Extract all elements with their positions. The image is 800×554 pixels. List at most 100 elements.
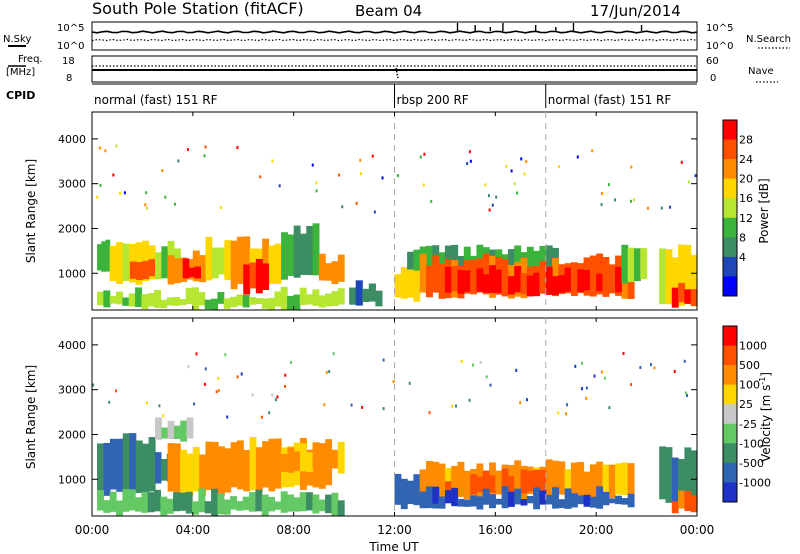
heatmap-cell bbox=[671, 501, 679, 514]
heatmap-cell bbox=[293, 225, 301, 278]
heatmap-cell bbox=[173, 443, 181, 494]
heatmap-speckle bbox=[187, 365, 190, 369]
heatmap-cell bbox=[589, 464, 597, 499]
heatmap-cell bbox=[564, 469, 572, 498]
heatmap-speckle bbox=[581, 361, 584, 365]
heatmap-cell bbox=[514, 265, 522, 293]
colorbar-swatch bbox=[723, 482, 737, 503]
heatmap-cell bbox=[507, 276, 515, 295]
heatmap-cell bbox=[160, 496, 168, 516]
heatmap-speckle bbox=[519, 401, 522, 405]
heatmap-cell bbox=[217, 493, 225, 515]
heatmap-cell bbox=[539, 469, 547, 492]
heatmap-cell bbox=[211, 441, 219, 492]
heatmap-cell bbox=[463, 246, 471, 269]
heatmap-speckle bbox=[684, 391, 687, 395]
heatmap-cell bbox=[155, 417, 162, 440]
heatmap-cell bbox=[306, 492, 314, 511]
heatmap-speckle bbox=[505, 164, 508, 168]
heatmap-cell bbox=[444, 490, 452, 504]
heatmap-speckle bbox=[315, 181, 318, 185]
freq-scale-bottom: 8 bbox=[66, 73, 72, 84]
heatmap-cell bbox=[101, 241, 107, 272]
heatmap-cell bbox=[520, 469, 528, 494]
heatmap-speckle bbox=[268, 411, 271, 415]
heatmap-cell bbox=[261, 494, 269, 516]
heatmap-cell bbox=[690, 254, 698, 307]
heatmap-cell bbox=[249, 297, 257, 305]
heatmap-cell bbox=[476, 244, 484, 269]
heatmap-speckle bbox=[485, 375, 488, 379]
heatmap-cell bbox=[665, 249, 673, 305]
heatmap-speckle bbox=[381, 176, 384, 180]
heatmap-speckle bbox=[428, 411, 431, 415]
heatmap-cell bbox=[413, 249, 421, 271]
heatmap-cell bbox=[299, 287, 307, 305]
heatmap-cell bbox=[268, 438, 276, 492]
heatmap-speckle bbox=[217, 376, 220, 380]
heatmap-cell bbox=[205, 236, 213, 281]
heatmap-cell bbox=[520, 273, 528, 295]
colorbar-tick-label: -25 bbox=[739, 418, 757, 431]
heatmap-cell bbox=[167, 443, 175, 492]
heatmap-cell bbox=[394, 274, 402, 298]
heatmap-speckle bbox=[98, 146, 101, 150]
heatmap-cell bbox=[129, 433, 137, 492]
noise-scale-bottom-left: 10^0 bbox=[57, 41, 84, 52]
heatmap-cell bbox=[407, 494, 415, 505]
heatmap-cell bbox=[476, 476, 484, 493]
heatmap-cell bbox=[596, 461, 604, 494]
colorbar-swatch bbox=[723, 276, 737, 297]
colorbar-swatch bbox=[723, 178, 737, 199]
heatmap-cell bbox=[230, 496, 237, 510]
heatmap-cell bbox=[407, 251, 415, 270]
heatmap-cell bbox=[419, 469, 427, 498]
velocity-colorbar-label: Velocity [m s-1] bbox=[758, 372, 773, 462]
heatmap-cell bbox=[173, 492, 180, 512]
heatmap-cell bbox=[142, 443, 150, 494]
heatmap-cell bbox=[242, 496, 250, 511]
heatmap-cell bbox=[173, 296, 180, 306]
heatmap-cell bbox=[280, 491, 288, 513]
heatmap-cell bbox=[192, 446, 200, 492]
heatmap-cell bbox=[243, 264, 251, 295]
heatmap-cell bbox=[564, 267, 572, 292]
heatmap-cell bbox=[678, 244, 685, 306]
heatmap-speckle bbox=[96, 195, 99, 199]
heatmap-cell bbox=[325, 494, 333, 514]
heatmap-cell bbox=[287, 295, 295, 310]
heatmap-cell bbox=[116, 438, 124, 492]
heatmap-cell bbox=[627, 247, 635, 283]
heatmap-cell bbox=[545, 266, 553, 295]
heatmap-speckle bbox=[145, 206, 148, 210]
heatmap-cell bbox=[413, 495, 421, 506]
heatmap-cell bbox=[602, 491, 610, 506]
colorbar-tick-label: 24 bbox=[739, 153, 753, 166]
heatmap-speckle bbox=[112, 173, 115, 177]
heatmap-cell bbox=[684, 289, 692, 304]
heatmap-speckle bbox=[338, 173, 341, 177]
heatmap-cell bbox=[615, 495, 622, 505]
heatmap-cell bbox=[678, 282, 685, 303]
heatmap-cell bbox=[489, 475, 496, 493]
heatmap-cell bbox=[526, 470, 534, 492]
heatmap-cell bbox=[274, 243, 282, 285]
cpid-segments: normal (fast) 151 RF rbsp 200 RF normal (f… bbox=[94, 84, 671, 108]
heatmap-speckle bbox=[479, 361, 482, 365]
heatmap-cell bbox=[299, 443, 307, 472]
heatmap-cell bbox=[141, 491, 149, 513]
heatmap-cell bbox=[173, 425, 181, 439]
heatmap-cell bbox=[615, 463, 622, 495]
heatmap-cell bbox=[558, 275, 566, 293]
heatmap-speckle bbox=[574, 364, 577, 368]
heatmap-cell bbox=[236, 440, 244, 490]
heatmap-cell bbox=[394, 473, 402, 505]
heatmap-speckle bbox=[613, 198, 616, 202]
power-colorbar: 28 24 20 16 12 8 4 bbox=[722, 119, 753, 297]
heatmap-cell bbox=[526, 495, 534, 504]
heatmap-cell bbox=[211, 298, 218, 310]
heatmap-cell bbox=[419, 491, 427, 508]
heatmap-speckle bbox=[520, 157, 523, 161]
colorbar-tick-label: 16 bbox=[739, 192, 753, 205]
